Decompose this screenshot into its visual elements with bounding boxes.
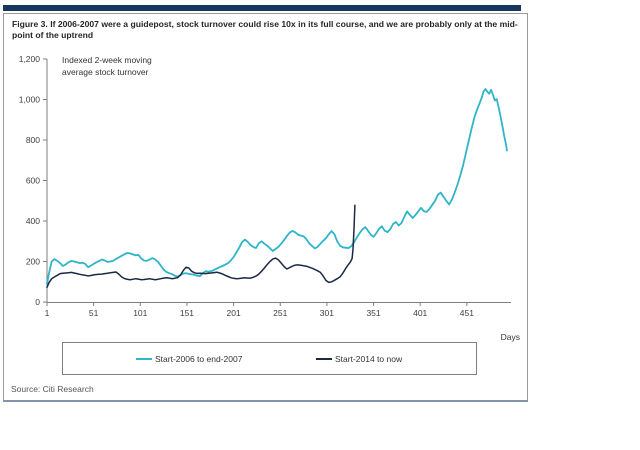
legend-item-start-2014: Start-2014 to now [316,343,402,374]
y-tick-label: 600 [26,176,40,186]
x-tick-label: 351 [366,308,380,318]
legend-swatch-2006-line-icon [136,357,152,360]
x-tick-label: 201 [227,308,241,318]
y-tick-label: 0 [35,297,40,307]
figure-title-line2: point of the uptrend [12,30,94,40]
legend-label-start-2006: Start-2006 to end-2007 [155,353,243,364]
figure-container: Figure 3. If 2006-2007 were a guidepost,… [3,13,528,402]
figure-title: Figure 3. If 2006-2007 were a guidepost,… [12,19,524,41]
chart-annotation-line1: Indexed 2-week moving [62,55,152,65]
x-tick-label: 301 [320,308,334,318]
chart-annotation-line2: average stock turnover [62,66,149,77]
legend-item-start-2006: Start-2006 to end-2007 [136,343,242,374]
y-tick-label: 800 [26,135,40,145]
x-tick-label: 401 [413,308,427,318]
y-tick-label: 1,200 [19,54,41,64]
series-line-1 [46,204,356,289]
chart-legend: Start-2006 to end-2007 Start-2014 to now [62,342,477,375]
x-tick-label: 1 [45,308,50,318]
y-tick-label: 1,000 [19,95,41,105]
x-tick-label: 101 [133,308,147,318]
source-note: Source: Citi Research [11,384,94,394]
x-axis-unit-label: Days [500,332,520,342]
chart-annotation: Indexed 2-week moving average stock turn… [62,55,152,78]
x-tick-label: 251 [273,308,287,318]
legend-label-start-2014: Start-2014 to now [335,353,403,364]
legend-swatch-2014-line-icon [316,357,332,360]
figure-top-accent-bar [3,5,521,11]
x-tick-label: 151 [180,308,194,318]
x-tick-label: 51 [89,308,99,318]
series-line-0 [46,88,508,285]
figure-title-line1: Figure 3. If 2006-2007 were a guidepost,… [12,19,518,29]
x-tick-label: 451 [460,308,474,318]
y-tick-label: 400 [26,216,40,226]
y-tick-label: 200 [26,257,40,267]
